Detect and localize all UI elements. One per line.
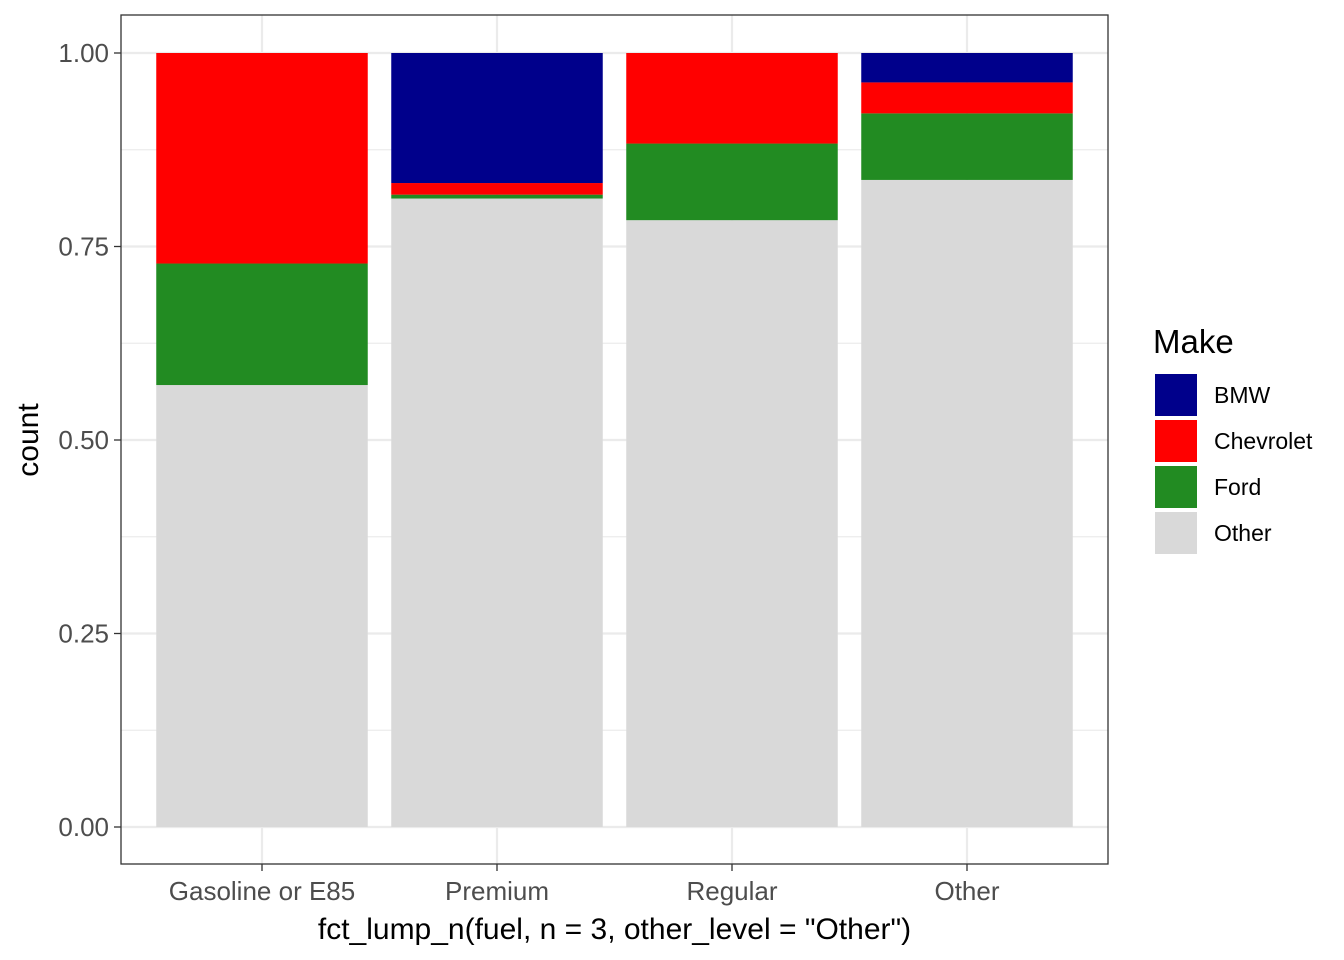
- y-axis-title: count: [12, 403, 45, 477]
- legend-label-ford: Ford: [1214, 474, 1261, 500]
- y-tick-label: 1.00: [58, 38, 109, 68]
- bar-bmw-other: [861, 53, 1073, 83]
- bar-bmw-premium: [391, 53, 603, 184]
- legend-title: Make: [1153, 323, 1234, 360]
- legend-label-bmw: BMW: [1214, 382, 1271, 408]
- bar-ford-premium: [391, 194, 603, 199]
- legend-label-chevrolet: Chevrolet: [1214, 428, 1313, 454]
- x-tick-label: Other: [934, 876, 999, 906]
- legend-label-other: Other: [1214, 520, 1272, 546]
- bar-other-gasoline-or-e85: [156, 385, 368, 827]
- y-tick-label: 0.50: [58, 425, 109, 455]
- bar-chevrolet-other: [861, 82, 1073, 114]
- x-axis-title: fct_lump_n(fuel, n = 3, other_level = "O…: [318, 913, 911, 946]
- x-tick-label: Gasoline or E85: [169, 876, 355, 906]
- bar-ford-gasoline-or-e85: [156, 263, 368, 386]
- x-tick-label: Premium: [445, 876, 549, 906]
- x-tick-label: Regular: [686, 876, 777, 906]
- bar-other-regular: [626, 220, 838, 827]
- bar-chevrolet-regular: [626, 53, 838, 144]
- legend-key-chevrolet: [1155, 420, 1197, 462]
- bar-chevrolet-gasoline-or-e85: [156, 53, 368, 264]
- legend-key-other: [1155, 512, 1197, 554]
- axis-ticks: 0.00 0.25 0.50 0.75 1.00 Gasoline or E85 Premi…: [58, 38, 999, 906]
- legend: Make BMW Chevrolet Ford Other: [1153, 323, 1313, 554]
- bar-ford-other: [861, 113, 1073, 180]
- bars: [156, 53, 1073, 828]
- y-tick-label: 0.75: [58, 232, 109, 262]
- legend-key-ford: [1155, 466, 1197, 508]
- y-tick-label: 0.25: [58, 619, 109, 649]
- bar-other-other: [861, 179, 1073, 827]
- bar-ford-regular: [626, 143, 838, 221]
- bar-other-premium: [391, 198, 603, 828]
- bar-chevrolet-premium: [391, 183, 603, 195]
- legend-key-bmw: [1155, 374, 1197, 416]
- y-tick-label: 0.00: [58, 812, 109, 842]
